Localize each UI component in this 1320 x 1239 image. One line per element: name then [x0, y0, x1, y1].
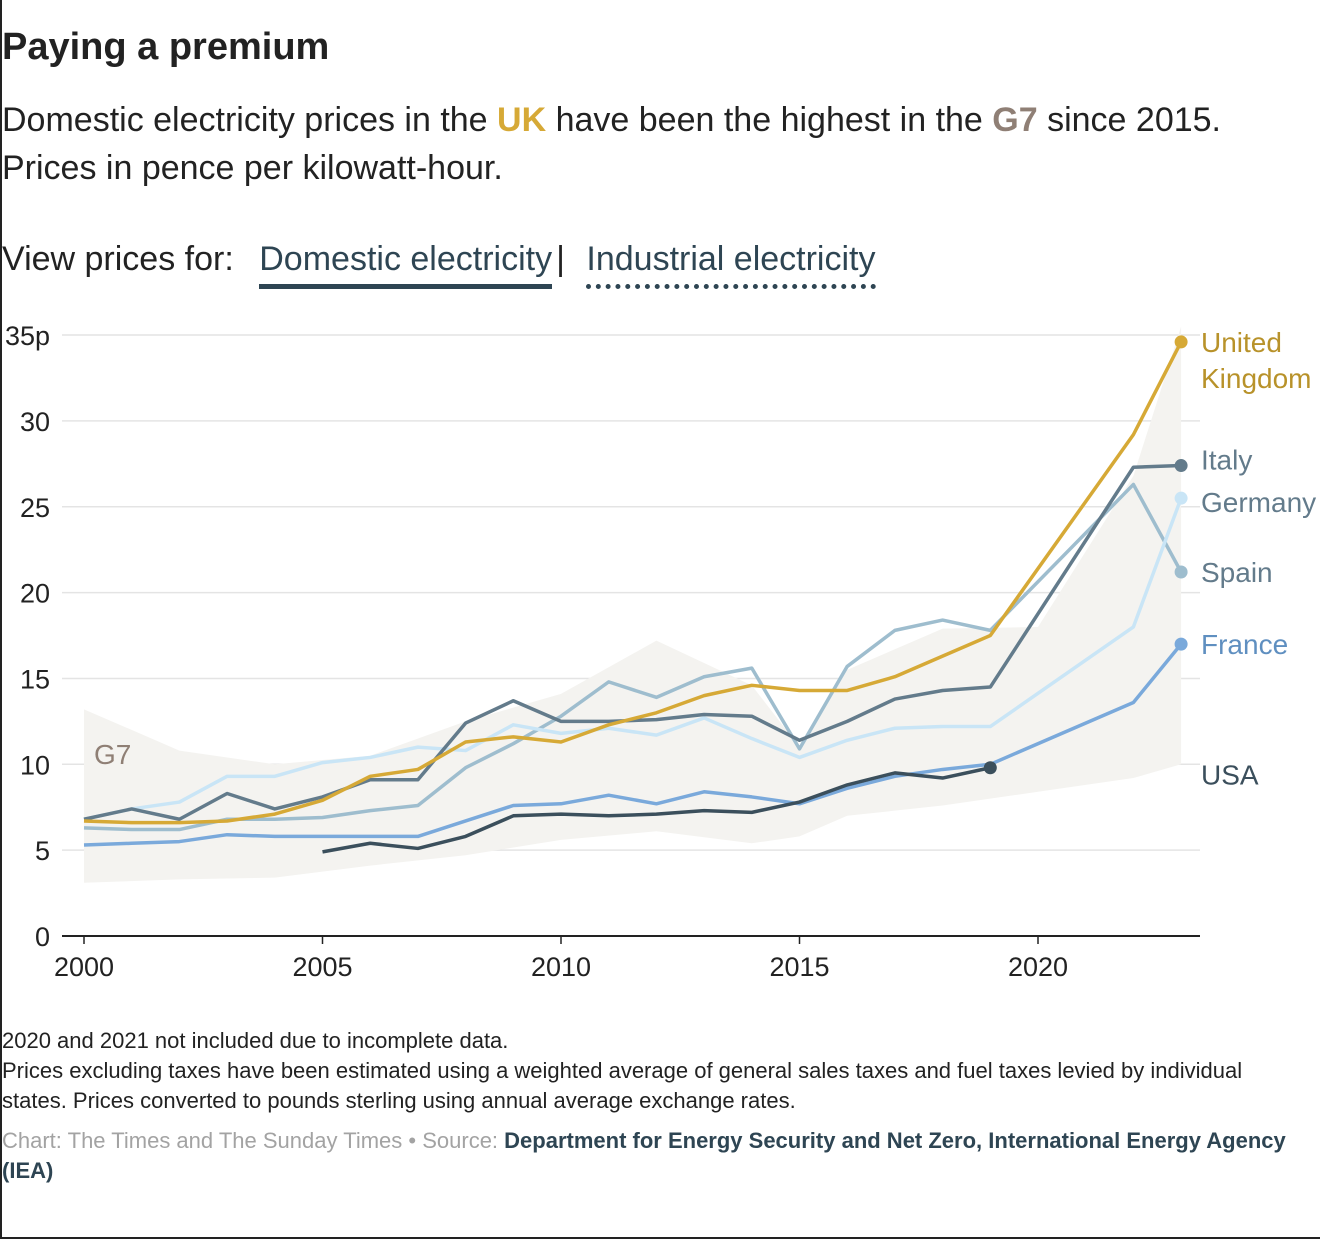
note-missing-years: 2020 and 2021 not included due to incomp…: [2, 1028, 509, 1053]
toggle-prompt: View prices for:: [2, 240, 234, 278]
series-labels: United Kingdom Italy Germany Spain France USA: [1201, 327, 1316, 791]
toggle-separator: |: [556, 240, 565, 278]
g7-band-label: G7: [94, 739, 131, 770]
view-toggle: View prices for: Domestic electricity | I…: [2, 240, 876, 289]
series-end-dot-france: [1174, 637, 1188, 651]
y-tick-label: 35p: [5, 321, 50, 351]
series-end-dot-usa: [983, 761, 997, 775]
subtitle-text-1: Domestic electricity prices in the: [2, 101, 498, 139]
series-line-italy: [83, 463, 1182, 821]
g7-band: G7: [84, 326, 1182, 883]
subtitle-text-3: since 2015.: [1037, 101, 1221, 139]
y-tick-label: 0: [35, 922, 50, 952]
series-label-germany: Germany: [1201, 487, 1316, 518]
credit-chart: Chart: The Times and The Sunday Times: [2, 1128, 403, 1153]
y-tick-label: 20: [20, 579, 50, 609]
subtitle-highlight-g7: G7: [992, 101, 1038, 139]
series-end-dot-italy: [1174, 459, 1188, 473]
y-tick-label: 15: [20, 664, 50, 694]
y-tick-label: 5: [35, 836, 50, 866]
chart-title: Paying a premium: [2, 26, 330, 68]
toggle-domestic-electricity[interactable]: Domestic electricity: [259, 240, 553, 289]
g7-range-area: [84, 326, 1182, 883]
y-tick-label: 10: [20, 750, 50, 780]
subtitle-text-2: have been the highest in the: [546, 101, 993, 139]
credit-dot: •: [402, 1128, 423, 1153]
series-label-france: France: [1201, 629, 1288, 660]
series-line-france: [83, 643, 1183, 847]
series-end-dot-spain: [1174, 565, 1188, 579]
line-chart: G7 0 5 10 15 20 25 30 35p 2000 2005 2010 2015 2020 U…: [5, 321, 1316, 982]
x-tick-label: 2010: [531, 952, 591, 982]
series-line-germany: [83, 497, 1183, 821]
x-tick-label: 2005: [292, 952, 352, 982]
axes: 0 5 10 15 20 25 30 35p 2000 2005 2010 2015 2020: [5, 321, 1200, 982]
series-line-united-kingdom: [83, 341, 1183, 825]
series-end-dot-united-kingdom: [1174, 335, 1188, 349]
x-tick-label: 2015: [769, 952, 829, 982]
x-tick-label: 2020: [1008, 952, 1068, 982]
series-label-italy: Italy: [1201, 445, 1252, 476]
series-end-dot-germany: [1174, 491, 1188, 505]
x-tick-label: 2000: [54, 952, 114, 982]
subtitle-units: Prices in pence per kilowatt-hour.: [2, 149, 503, 187]
y-tick-label: 30: [20, 407, 50, 437]
subtitle-highlight-uk: UK: [497, 101, 547, 139]
series-lines: [83, 335, 1188, 854]
series-label-united-kingdom: United: [1201, 327, 1282, 358]
series-label-spain: Spain: [1201, 557, 1273, 588]
chart-notes: 2020 and 2021 not included due to incomp…: [2, 1026, 1302, 1116]
y-tick-label: 25: [20, 493, 50, 523]
chart-credit: Chart: The Times and The Sunday Times • …: [2, 1126, 1302, 1186]
series-line-usa: [322, 766, 991, 854]
series-label-usa: USA: [1201, 760, 1259, 791]
credit-source-label: Source:: [422, 1128, 505, 1153]
series-label-united-kingdom: Kingdom: [1201, 363, 1312, 394]
note-methodology: Prices excluding taxes have been estimat…: [2, 1058, 1243, 1113]
chart-subtitle: Domestic electricity prices in the UK ha…: [2, 96, 1302, 192]
toggle-industrial-electricity[interactable]: Industrial electricity: [586, 240, 876, 289]
credit-source-link[interactable]: Department for Energy Security and Net Z…: [2, 1128, 1286, 1183]
